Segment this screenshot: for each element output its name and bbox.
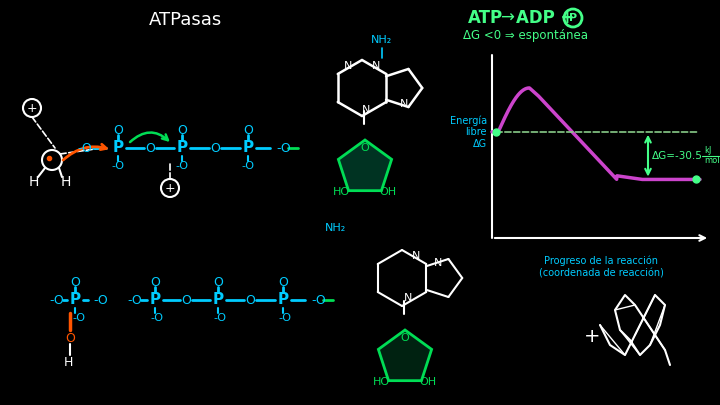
Text: -O: -O — [176, 161, 189, 171]
Text: -O: -O — [214, 313, 227, 323]
Text: N: N — [404, 293, 412, 303]
Text: N: N — [344, 61, 352, 71]
Text: O: O — [113, 124, 123, 136]
Text: +: + — [584, 328, 600, 347]
Text: H: H — [29, 175, 39, 189]
Text: Energía
libre
ΔG: Energía libre ΔG — [450, 115, 487, 149]
Text: N: N — [400, 99, 408, 109]
Text: O: O — [177, 124, 187, 136]
Text: ΔG <0 ⇒ espontánea: ΔG <0 ⇒ espontánea — [463, 30, 588, 43]
Text: NH₂: NH₂ — [325, 223, 346, 233]
Text: -O: -O — [73, 313, 86, 323]
Text: O: O — [181, 294, 191, 307]
Text: +: + — [165, 181, 175, 194]
Text: O: O — [278, 275, 288, 288]
Text: ATPasas: ATPasas — [148, 11, 222, 29]
Text: N: N — [362, 105, 370, 115]
Text: -O: -O — [93, 294, 108, 307]
Text: N: N — [412, 251, 420, 261]
Text: N: N — [372, 61, 380, 71]
Text: -O: -O — [279, 313, 292, 323]
Text: -O: -O — [49, 294, 64, 307]
Text: HO: HO — [333, 187, 350, 197]
Text: OH: OH — [419, 377, 436, 387]
Text: O: O — [150, 275, 160, 288]
Text: O: O — [243, 124, 253, 136]
Text: -O: -O — [127, 294, 142, 307]
Text: -O: -O — [112, 161, 125, 171]
Text: P: P — [277, 292, 289, 307]
Text: O: O — [65, 332, 75, 345]
Polygon shape — [379, 330, 431, 381]
Text: Progreso de la reacción
(coordenada de reacción): Progreso de la reacción (coordenada de r… — [539, 256, 663, 278]
Text: O: O — [70, 275, 80, 288]
Text: +: + — [27, 102, 37, 115]
Text: ATP: ATP — [468, 9, 503, 27]
Text: -O: -O — [150, 313, 163, 323]
Text: P: P — [69, 292, 81, 307]
Text: -O: -O — [276, 141, 291, 154]
Polygon shape — [338, 140, 392, 191]
Text: kJ: kJ — [704, 146, 711, 155]
Text: O: O — [213, 275, 223, 288]
Text: -O: -O — [311, 294, 325, 307]
Text: HO: HO — [373, 377, 390, 387]
Text: -O: -O — [241, 161, 254, 171]
Text: NH₂: NH₂ — [372, 35, 392, 45]
Text: H: H — [63, 356, 73, 369]
Text: N: N — [434, 258, 442, 268]
Text: -O: -O — [78, 141, 92, 154]
Text: P: P — [212, 292, 224, 307]
Text: P: P — [150, 292, 161, 307]
Text: OH: OH — [379, 187, 396, 197]
Text: P: P — [176, 141, 188, 156]
Text: ΔG=-30.5: ΔG=-30.5 — [652, 151, 703, 161]
Text: O: O — [400, 333, 410, 343]
Text: P: P — [243, 141, 253, 156]
Text: P: P — [112, 141, 124, 156]
Text: P: P — [569, 13, 577, 23]
Text: O: O — [361, 143, 369, 153]
Text: H: H — [60, 175, 71, 189]
Text: O: O — [145, 141, 155, 154]
Text: →: → — [500, 9, 514, 27]
Text: O: O — [245, 294, 255, 307]
Text: mol: mol — [704, 156, 719, 165]
Text: O: O — [210, 141, 220, 154]
Text: ADP +: ADP + — [516, 9, 575, 27]
